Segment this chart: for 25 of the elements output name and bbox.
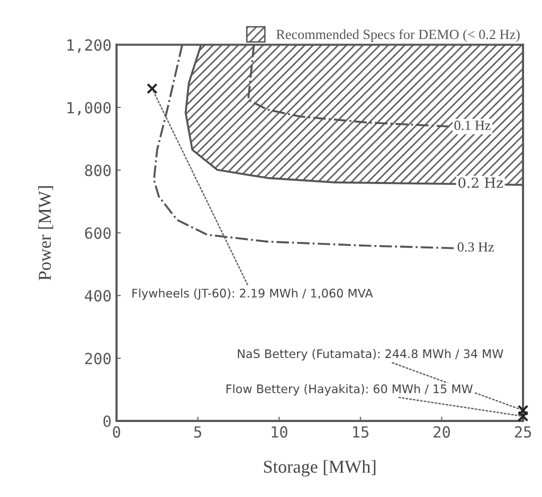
x-tick-label: 5: [194, 426, 202, 438]
y-tick-label: 800: [85, 164, 111, 176]
annotation: NaS Bettery (Futamata): 244.8 MWh / 34 MW: [238, 349, 504, 360]
series-label: 0.1 Hz: [454, 120, 491, 130]
y-tick-label: 1,200: [68, 39, 111, 53]
x-tick-label: 15: [353, 426, 368, 438]
y-tick-label: 600: [85, 227, 111, 239]
x-tick-label: 20: [434, 426, 450, 438]
y-tick-label: 400: [84, 290, 111, 302]
annotation: Flow Bettery (Hayakita): 60 MWh / 15 MW: [226, 384, 473, 396]
legend-label: Recommended Specs for DEMO (< 0.2 Hz): [276, 29, 520, 42]
point: [518, 404, 528, 416]
annotation: 0.2 Hz: [458, 177, 503, 188]
y-tick-label: 0: [103, 415, 111, 428]
annotation: Flywheels (JT-60): 2.19 MWh / 1,060 MVA: [132, 288, 373, 300]
series-label: 0.3 Hz: [458, 242, 494, 252]
point: [146, 83, 158, 94]
y-tick-label: 200: [85, 352, 111, 364]
y-tick-label: 1,000: [68, 102, 111, 116]
x-tick-label: 10: [272, 426, 288, 438]
x-tick-label: 25: [514, 426, 532, 438]
point: [518, 410, 528, 422]
x-axis-title: Storage [MWh]: [264, 460, 376, 477]
x-tick-label: 0: [112, 426, 120, 438]
y-axis-title: Power [MW]: [38, 186, 54, 280]
